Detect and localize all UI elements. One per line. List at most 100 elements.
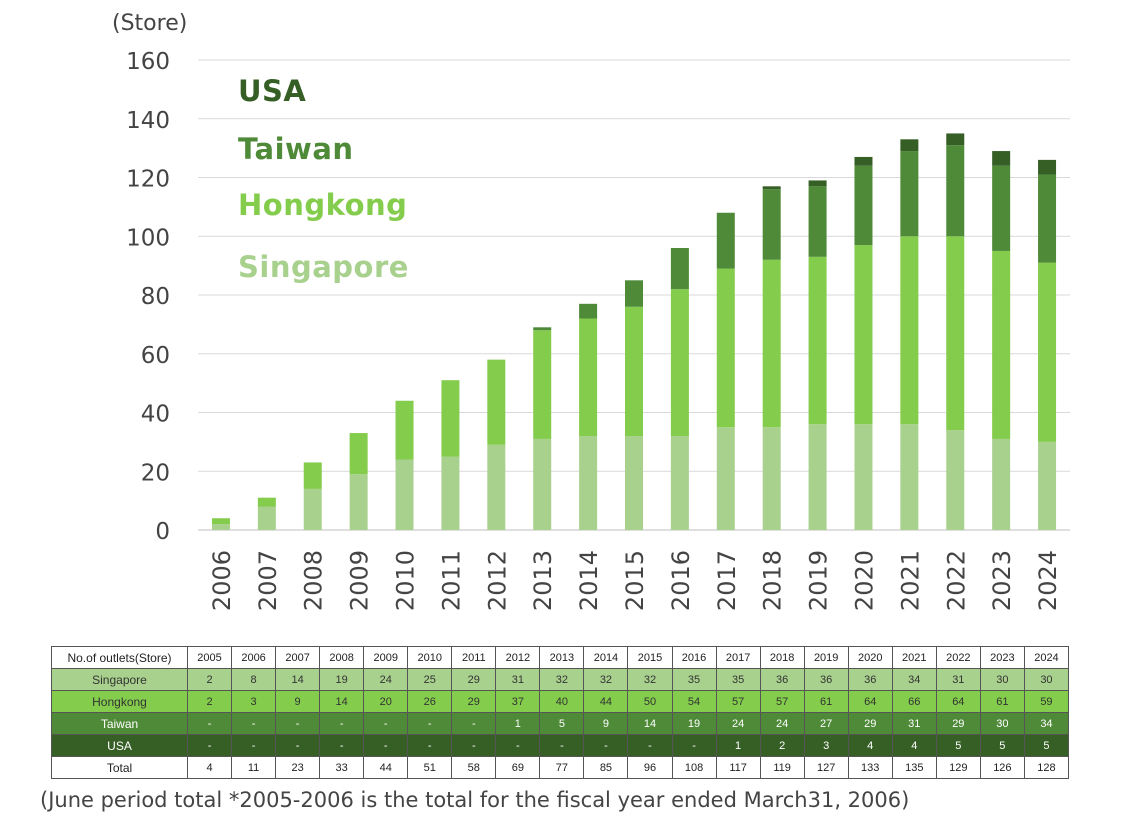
- table-cell: -: [319, 712, 365, 735]
- bar-taiwan-2016: [670, 248, 689, 290]
- table-cell: 30: [979, 712, 1025, 735]
- x-tick-label: 2014: [575, 550, 603, 611]
- table-cell: 2011: [451, 646, 497, 669]
- table-cell: 77: [539, 756, 585, 779]
- table-cell: -: [407, 712, 453, 735]
- y-tick-label: 120: [126, 167, 170, 193]
- table-cell: 50: [627, 690, 673, 713]
- table-cell: 29: [451, 668, 497, 691]
- table-cell: 2005: [186, 646, 233, 669]
- table-cell: 19: [319, 668, 365, 691]
- x-tick-label: 2017: [713, 550, 741, 611]
- bar-singapore-2020: [854, 424, 873, 530]
- x-tick-label: 2009: [346, 550, 374, 611]
- table-cell: 32: [627, 668, 673, 691]
- table-cell: -: [363, 712, 409, 735]
- bar-usa-2018: [762, 186, 781, 190]
- table-cell: 2010: [407, 646, 453, 669]
- table-cell: 2008: [319, 646, 365, 669]
- table-cell: 2: [186, 690, 233, 713]
- table-cell: 4: [186, 756, 233, 779]
- bar-singapore-2019: [808, 424, 827, 530]
- bar-singapore-2010: [395, 459, 414, 530]
- table-cell: 25: [407, 668, 453, 691]
- table-cell: 5: [539, 712, 585, 735]
- table-cell: 135: [891, 756, 937, 779]
- table-cell: 4: [847, 734, 893, 757]
- x-tick-label: 2023: [988, 550, 1016, 611]
- bar-hongkong-2011: [441, 380, 460, 457]
- bar-taiwan-2014: [579, 303, 598, 319]
- y-tick-label: 60: [141, 343, 170, 369]
- table-cell: 2024: [1023, 646, 1070, 669]
- bar-singapore-2023: [992, 438, 1011, 530]
- bar-taiwan-2019: [808, 186, 827, 257]
- bar-hongkong-2008: [303, 462, 322, 489]
- table-cell: 31: [495, 668, 541, 691]
- table-cell: -: [583, 734, 629, 757]
- bar-taiwan-2021: [900, 151, 919, 237]
- bar-hongkong-2015: [625, 306, 643, 436]
- table-cell: 5: [979, 734, 1025, 757]
- table-cell: 36: [803, 668, 849, 691]
- table-cell: 2018: [759, 646, 805, 669]
- table-cell: 36: [847, 668, 893, 691]
- bar-singapore-2015: [625, 436, 643, 530]
- table-cell: 2023: [979, 646, 1025, 669]
- bar-hongkong-2023: [992, 250, 1011, 439]
- table-cell: -: [671, 734, 717, 757]
- x-tick-label: 2011: [437, 550, 465, 611]
- table-cell: 29: [935, 712, 981, 735]
- table-cell: 119: [759, 756, 805, 779]
- bar-taiwan-2015: [625, 280, 643, 307]
- bar-hongkong-2013: [533, 330, 552, 439]
- bar-singapore-2012: [487, 444, 506, 530]
- table-cell: -: [186, 712, 233, 735]
- table-cell: 2012: [495, 646, 541, 669]
- table-cell: 8: [231, 668, 277, 691]
- x-tick-label: 2020: [850, 550, 878, 611]
- x-tick-label: 2006: [208, 550, 236, 611]
- bars: [211, 133, 1057, 530]
- table-cell: 14: [627, 712, 673, 735]
- table-cell: 40: [539, 690, 585, 713]
- y-tick-label: 0: [155, 519, 170, 545]
- table-row-taiwan: Taiwan - - - - - - -1 5 9 14 19 24 24 27 29 31 29 30 34: [51, 712, 1070, 735]
- x-tick-label: 2016: [667, 550, 695, 611]
- table-cell: 24: [715, 712, 761, 735]
- table-cell: 2: [186, 668, 233, 691]
- table-cell: -: [451, 712, 497, 735]
- bar-usa-2023: [992, 151, 1011, 166]
- table-cell: 66: [891, 690, 937, 713]
- x-tick-label: 2015: [621, 550, 649, 611]
- table-cell: 3: [231, 690, 277, 713]
- table-cell: 20: [363, 690, 409, 713]
- table-cell: 24: [759, 712, 805, 735]
- y-axis-ticks: 0 20 40 60 80 100 120 140 160: [126, 49, 170, 545]
- row-label: Taiwan: [51, 712, 188, 735]
- y-tick-label: 80: [141, 284, 170, 310]
- legend-hongkong: Hongkong: [238, 188, 408, 222]
- bar-usa-2022: [946, 133, 965, 146]
- table-cell: 128: [1023, 756, 1070, 779]
- table-cell: 5: [935, 734, 981, 757]
- bar-hongkong-2021: [900, 236, 919, 425]
- table-cell: 2017: [715, 646, 761, 669]
- legend-singapore: Singapore: [238, 250, 409, 284]
- legend-taiwan: Taiwan: [238, 132, 354, 166]
- table-cell: 129: [935, 756, 981, 779]
- table-row-hongkong: Hongkong 2 3 9 14 20 26 29 37 40 44 50 54 57 57 61 64 66 6…: [51, 690, 1070, 713]
- table-header-row: No.of outlets(Store) 2005 2006 2007 2008 2009…: [51, 646, 1070, 669]
- bar-singapore-2021: [900, 424, 919, 530]
- table-cell: 2009: [363, 646, 409, 669]
- footnote: (June period total *2005-2006 is the tot…: [40, 788, 910, 812]
- bar-singapore-2006: [211, 524, 230, 530]
- table-cell: -: [231, 712, 277, 735]
- table-cell: 2022: [935, 646, 981, 669]
- table-cell: 2: [759, 734, 805, 757]
- bar-hongkong-2012: [487, 359, 506, 445]
- bar-usa-2024: [1038, 159, 1057, 175]
- row-label: Singapore: [51, 668, 188, 691]
- table-cell: -: [231, 734, 277, 757]
- table-cell: 127: [803, 756, 849, 779]
